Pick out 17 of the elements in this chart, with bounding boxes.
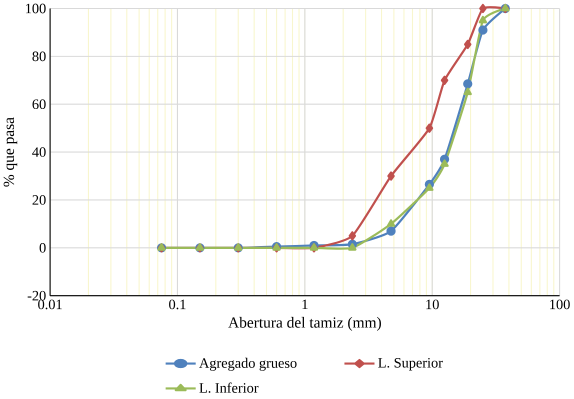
y-tick-label: 20 — [32, 195, 46, 205]
legend-label: L. Superior — [378, 358, 443, 371]
x-tick-label: 0.1 — [169, 300, 186, 310]
y-tick-label: 40 — [32, 147, 46, 158]
x-tick-label: 10 — [426, 300, 439, 310]
legend-label: Agregado grueso — [199, 358, 297, 371]
y-tick-label: 60 — [32, 100, 46, 110]
x-tick-label: 1 — [302, 300, 308, 310]
legend-label: L. Inferior — [199, 382, 258, 393]
x-axis-title: Abertura del tamiz (mm) — [228, 317, 381, 331]
y-tick-label: 0 — [40, 243, 46, 253]
x-tick-label: 0.01 — [38, 300, 62, 310]
y-axis-title: % que pasa — [4, 117, 18, 187]
y-tick-label: 100 — [26, 4, 46, 14]
x-tick-label: 100 — [550, 300, 570, 310]
y-tick-label: -20 — [28, 291, 46, 301]
y-tick-label: 80 — [32, 52, 46, 62]
